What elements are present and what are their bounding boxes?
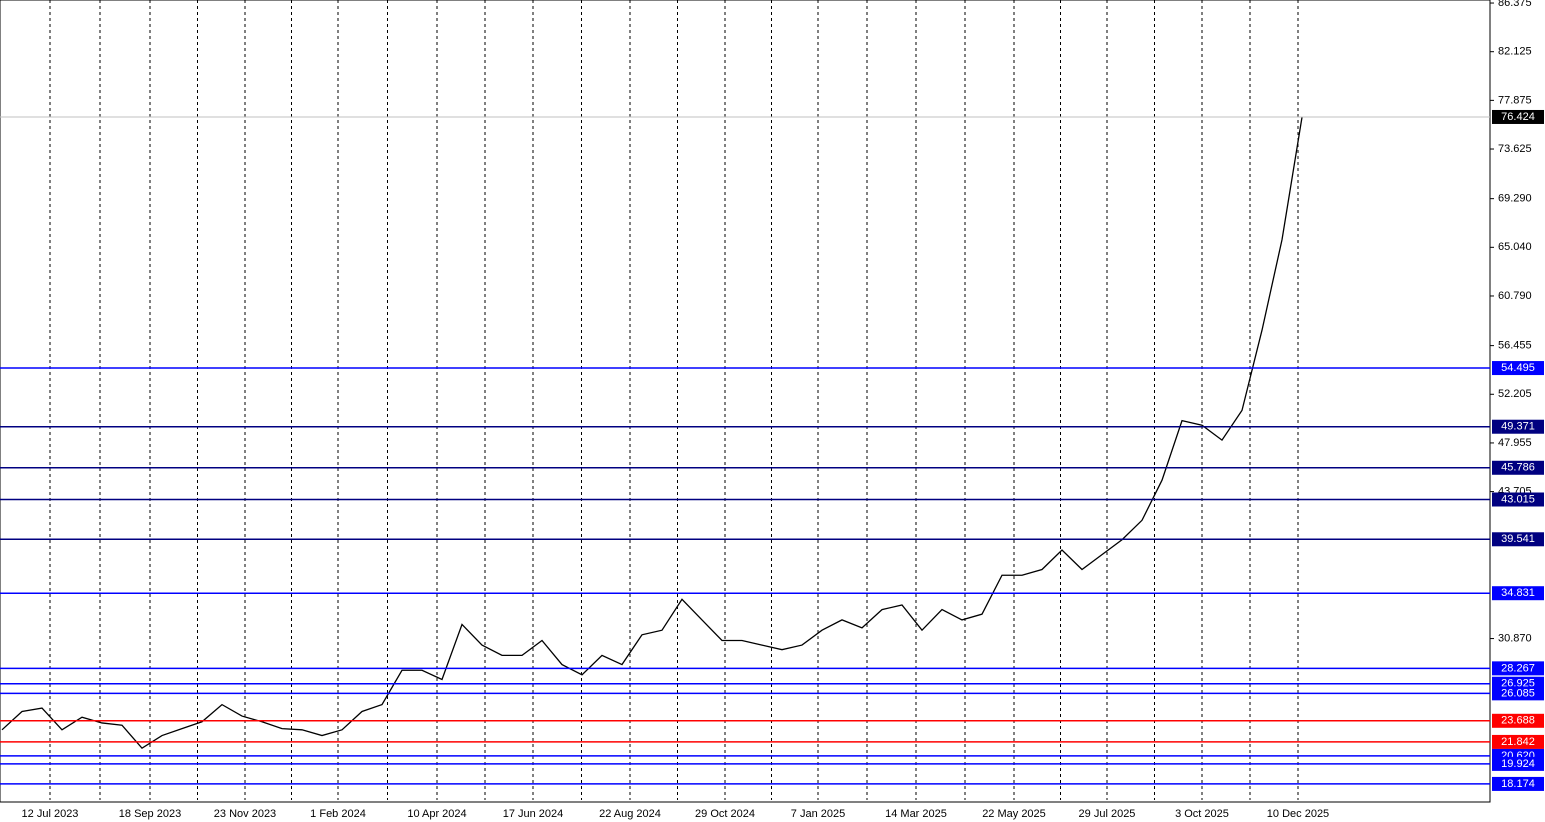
x-tick-label: 10 Dec 2025: [1267, 808, 1329, 820]
x-tick-label: 23 Nov 2023: [214, 808, 276, 820]
level-box: [1492, 776, 1544, 791]
level-box: [1492, 713, 1544, 728]
level-label: 19.924: [1501, 758, 1535, 770]
level-label: 45.786: [1501, 462, 1535, 474]
level-box: [1492, 586, 1544, 601]
level-box: [1492, 734, 1544, 749]
level-label: 43.015: [1501, 493, 1535, 505]
level-label: 39.541: [1501, 533, 1535, 545]
price-line: [1, 117, 1303, 749]
x-tick-label: 12 Jul 2023: [22, 808, 79, 820]
y-tick-label: 56.455: [1498, 340, 1532, 352]
level-label: 34.831: [1501, 587, 1535, 599]
x-tick-label: 22 May 2025: [982, 808, 1046, 820]
level-box: [1492, 686, 1544, 701]
y-tick-label: 86.375: [1498, 0, 1532, 9]
level-label: 18.174: [1501, 778, 1535, 790]
level-box: [1492, 460, 1544, 475]
y-tick-label: 77.875: [1498, 94, 1532, 106]
level-label: 49.371: [1501, 421, 1535, 433]
x-tick-label: 3 Oct 2025: [1175, 808, 1229, 820]
x-tick-label: 18 Sep 2023: [119, 808, 181, 820]
level-label: 23.688: [1501, 715, 1535, 727]
level-label: 28.267: [1501, 662, 1535, 674]
level-box: [1492, 492, 1544, 507]
y-tick-label: 60.790: [1498, 290, 1532, 302]
plot-frame: [0, 0, 1491, 803]
level-box: [1492, 756, 1544, 771]
y-tick-label: 69.290: [1498, 193, 1532, 205]
y-tick-label: 82.125: [1498, 46, 1532, 58]
x-tick-label: 1 Feb 2024: [310, 808, 366, 820]
last-price-box: [1492, 109, 1544, 124]
y-tick-label: 30.870: [1498, 632, 1532, 644]
y-tick-label: 73.625: [1498, 143, 1532, 155]
x-tick-label: 29 Oct 2024: [695, 808, 755, 820]
level-box: [1492, 419, 1544, 434]
level-box: [1492, 532, 1544, 547]
x-tick-label: 22 Aug 2024: [599, 808, 661, 820]
y-tick-label: 65.040: [1498, 241, 1532, 253]
x-tick-label: 17 Jun 2024: [503, 808, 564, 820]
level-label: 26.085: [1501, 687, 1535, 699]
level-box: [1492, 661, 1544, 676]
x-tick-label: 10 Apr 2024: [407, 808, 466, 820]
level-box: [1492, 361, 1544, 376]
x-tick-label: 7 Jan 2025: [791, 808, 845, 820]
y-tick-label: 47.955: [1498, 437, 1532, 449]
y-tick-label: 52.205: [1498, 388, 1532, 400]
level-label: 21.842: [1501, 736, 1535, 748]
last-price-label: 76.424: [1501, 111, 1535, 123]
x-tick-label: 14 Mar 2025: [885, 808, 947, 820]
level-label: 54.495: [1501, 362, 1535, 374]
x-tick-label: 29 Jul 2025: [1079, 808, 1136, 820]
